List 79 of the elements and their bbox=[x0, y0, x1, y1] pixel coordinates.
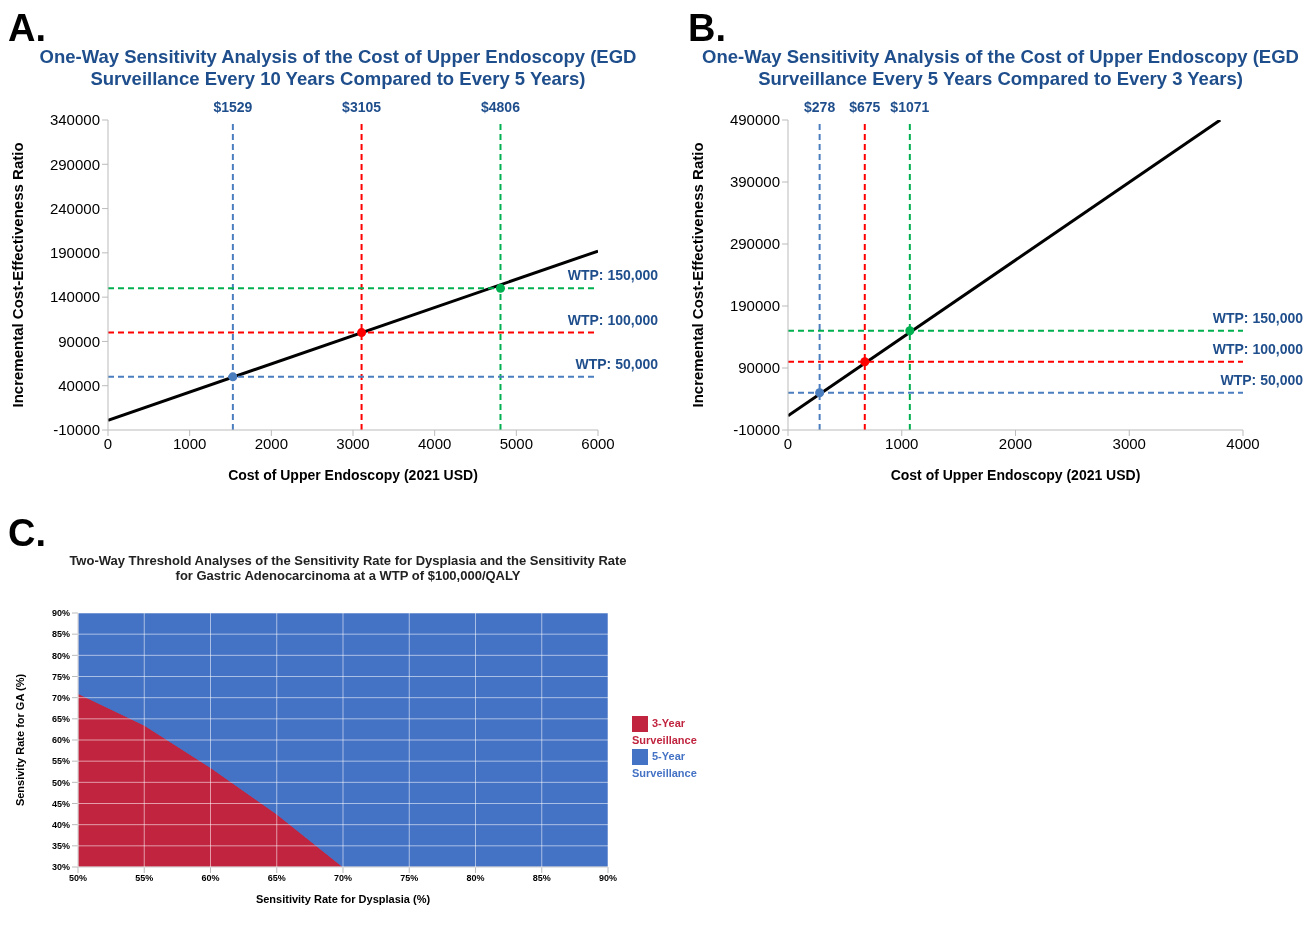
y-tick-label: 35% bbox=[51, 841, 70, 852]
point bbox=[815, 388, 825, 398]
y-tick-label: 490000 bbox=[729, 111, 780, 129]
y-tick-label: 190000 bbox=[729, 297, 780, 315]
x-tick-label: 60% bbox=[201, 873, 220, 884]
x-tick-label: 3000 bbox=[336, 434, 370, 452]
y-tick-label: 50% bbox=[51, 777, 70, 788]
x-tick-label: 0 bbox=[103, 434, 113, 452]
x-tick-label: 75% bbox=[400, 873, 419, 884]
y-tick-label: 40000 bbox=[58, 377, 100, 395]
x-tick-label: 6000 bbox=[581, 434, 615, 452]
legend-label: 3-Year Surveillance bbox=[632, 716, 697, 746]
x-tick-label: 70% bbox=[333, 873, 353, 884]
ref-line-label: $1529 bbox=[213, 99, 253, 115]
chart-title: One-Way Sensitivity Analysis of the Cost of Upper Endoscopy (EGD Surveillance Every 5 Years Compared to Every 3 Years) bbox=[701, 46, 1300, 90]
y-tick-label: 60% bbox=[51, 735, 70, 746]
y-tick-label: 75% bbox=[51, 671, 70, 682]
x-tick-label: 3000 bbox=[1112, 434, 1146, 452]
x-axis-title: Sensitivity Rate for Dysplasia (%) bbox=[255, 893, 431, 905]
x-axis-title: Cost of Upper Endoscopy (2021 USD) bbox=[890, 467, 1141, 483]
text: B. bbox=[688, 7, 727, 49]
y-tick-label: 240000 bbox=[49, 199, 100, 217]
y-tick-label: 45% bbox=[51, 798, 70, 809]
y-tick-label: 90% bbox=[51, 608, 70, 619]
text: A. bbox=[8, 7, 47, 49]
ref-line-label: WTP: 150,000 bbox=[567, 267, 659, 284]
legend-label: 5-Year Surveillance bbox=[632, 750, 697, 780]
y-tick-label: 90000 bbox=[58, 332, 100, 350]
y-tick-label: 140000 bbox=[49, 288, 100, 306]
y-tick-label: 65% bbox=[51, 714, 70, 725]
y-tick-label: -10000 bbox=[733, 421, 780, 439]
y-tick-label: 85% bbox=[51, 629, 70, 640]
x-tick-label: 80% bbox=[466, 873, 485, 884]
ref-line-label: $4806 bbox=[481, 99, 521, 115]
x-tick-label: 90% bbox=[598, 873, 618, 884]
x-tick-label: 0 bbox=[783, 434, 793, 452]
x-axis-title: Cost of Upper Endoscopy (2021 USD) bbox=[228, 467, 478, 483]
y-axis-title: Sensivity Rate for GA (%) bbox=[13, 673, 26, 807]
chart-title: One-Way Sensitivity Analysis of the Cost of Upper Endoscopy (EGD Surveillance Every 10 Years Compared to Every 5 Years) bbox=[38, 46, 638, 90]
x-tick-label: 1000 bbox=[172, 434, 207, 452]
x-tick-label: 1000 bbox=[885, 434, 919, 452]
y-tick-label: 55% bbox=[51, 756, 70, 767]
point bbox=[357, 328, 367, 338]
ref-line-label: $3105 bbox=[342, 99, 382, 115]
x-tick-label: 55% bbox=[135, 873, 154, 884]
y-tick-label: 40% bbox=[51, 819, 70, 830]
x-tick-label: 2000 bbox=[254, 434, 289, 452]
ref-line-label: WTP: 100,000 bbox=[1212, 340, 1304, 357]
y-tick-label: 90000 bbox=[738, 359, 780, 377]
ref-line-label: WTP: 150,000 bbox=[1212, 309, 1304, 326]
y-tick-label: 290000 bbox=[729, 235, 780, 253]
ref-line-label: $1071 bbox=[890, 99, 930, 115]
ref-line-label: WTP: 50,000 bbox=[1220, 371, 1304, 388]
y-tick-label: 290000 bbox=[49, 155, 100, 173]
ref-line-label: $675 bbox=[849, 99, 881, 115]
y-axis-title: Incremental Cost-Effectiveness Ratio bbox=[9, 142, 27, 408]
ref-line-label: $278 bbox=[804, 99, 836, 115]
text: C. bbox=[8, 512, 47, 554]
point bbox=[905, 326, 915, 336]
y-tick-label: 340000 bbox=[49, 111, 100, 129]
point bbox=[495, 283, 505, 293]
ref-line-label: WTP: 50,000 bbox=[575, 355, 659, 372]
x-tick-label: 65% bbox=[267, 873, 286, 884]
y-axis-title: Incremental Cost-Effectiveness Ratio bbox=[689, 142, 707, 408]
point bbox=[228, 372, 238, 382]
y-tick-label: 70% bbox=[51, 692, 70, 703]
y-tick-label: -10000 bbox=[53, 421, 100, 439]
y-tick-label: 190000 bbox=[49, 244, 100, 262]
x-tick-label: 2000 bbox=[998, 434, 1033, 452]
x-tick-label: 5000 bbox=[499, 434, 534, 452]
x-tick-label: 85% bbox=[532, 873, 551, 884]
point bbox=[860, 357, 870, 367]
x-tick-label: 4000 bbox=[1226, 434, 1260, 452]
y-tick-label: 80% bbox=[51, 650, 70, 661]
ref-line-label: WTP: 100,000 bbox=[567, 311, 659, 328]
y-tick-label: 30% bbox=[51, 862, 70, 873]
y-tick-label: 390000 bbox=[729, 173, 780, 191]
chart-title: Two-Way Threshold Analyses of the Sensitivity Rate for Dysplasia and the Sensitivity Rate for Gastric Adenocarcinoma at a WTP of $100,000/QALY bbox=[68, 553, 628, 583]
x-tick-label: 4000 bbox=[417, 434, 452, 452]
